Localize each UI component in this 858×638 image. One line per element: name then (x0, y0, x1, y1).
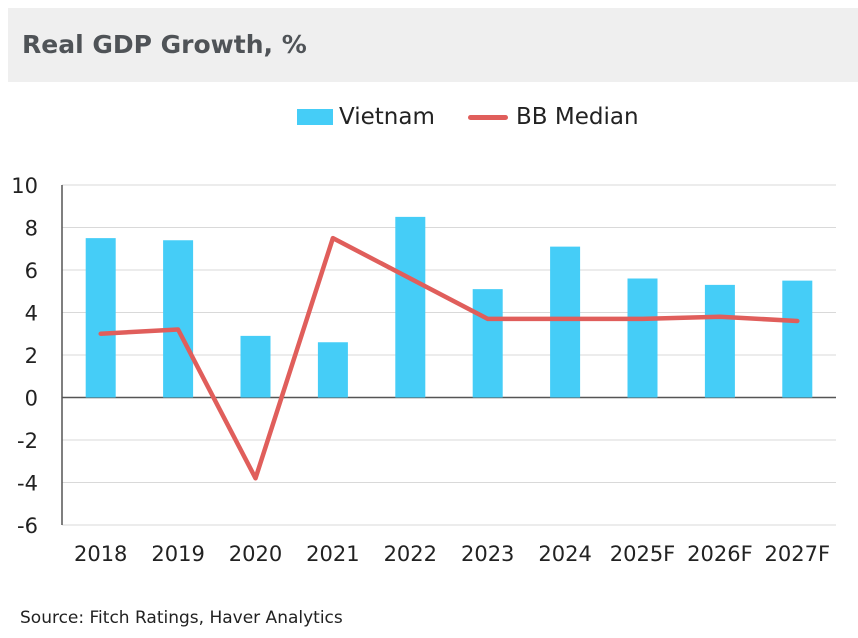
bar-vietnam (163, 240, 194, 398)
x-tick-label: 2022 (384, 542, 437, 566)
y-tick-label: -6 (17, 514, 38, 538)
x-tick-label: 2020 (229, 542, 282, 566)
bar-vietnam (85, 238, 116, 398)
line-bb-median (98, 235, 800, 481)
y-tick-label: 4 (25, 302, 38, 326)
legend-item-vietnam: Vietnam (297, 104, 435, 130)
legend-swatch-vietnam (297, 109, 333, 125)
bar-vietnam (240, 335, 271, 398)
x-tick-label: 2027F (765, 542, 831, 566)
bar-vietnam (627, 278, 658, 398)
source-note: Source: Fitch Ratings, Haver Analytics (20, 608, 343, 628)
y-tick-label: 8 (25, 217, 38, 241)
x-tick-label: 2025F (610, 542, 676, 566)
legend: Vietnam BB Median (0, 104, 858, 134)
y-tick-label: 10 (11, 174, 38, 198)
y-tick-label: 6 (25, 259, 38, 283)
bar-vietnam (472, 289, 503, 398)
x-tick-label: 2019 (151, 542, 204, 566)
bar-vietnam (550, 246, 581, 398)
y-tick-label: 0 (25, 387, 38, 411)
x-tick-label: 2018 (74, 542, 127, 566)
legend-swatch-bb-median (468, 114, 508, 120)
legend-label-bb-median: BB Median (516, 104, 639, 130)
chart-svg: 10 8 6 4 2 0 -2 -4 -6 2018 2019 2020 2021 2022 2023 202… (11, 174, 836, 566)
bar-vietnam (782, 280, 813, 398)
bar-vietnam (704, 284, 735, 398)
y-tick-label: -4 (17, 472, 38, 496)
legend-item-bb-median: BB Median (468, 104, 639, 130)
x-tick-label: 2026F (687, 542, 753, 566)
x-tick-label: 2024 (538, 542, 591, 566)
y-tick-label: 2 (25, 344, 38, 368)
x-tick-label: 2023 (461, 542, 514, 566)
y-tick-label: -2 (17, 429, 38, 453)
legend-label-vietnam: Vietnam (339, 104, 435, 130)
title-bar: Real GDP Growth, % (8, 8, 858, 82)
bar-vietnam (395, 216, 426, 398)
chart-title: Real GDP Growth, % (22, 30, 307, 59)
x-tick-label: 2021 (306, 542, 359, 566)
bar-vietnam (317, 342, 348, 398)
